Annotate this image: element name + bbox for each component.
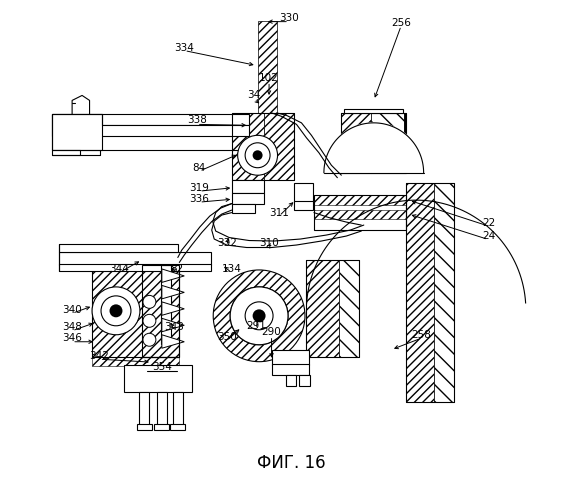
Text: 343: 343 <box>164 322 184 332</box>
Text: 354: 354 <box>152 362 172 372</box>
Bar <box>339 260 359 357</box>
Text: 258: 258 <box>411 330 431 340</box>
Bar <box>52 114 249 126</box>
Bar <box>342 113 406 172</box>
Text: 34: 34 <box>247 90 261 101</box>
Bar <box>52 114 102 150</box>
Bar <box>231 192 264 203</box>
Text: 342: 342 <box>90 350 110 360</box>
Bar <box>434 182 454 402</box>
Text: 24: 24 <box>482 231 495 241</box>
Bar <box>344 109 403 113</box>
Bar <box>92 256 180 265</box>
Bar <box>92 265 180 357</box>
Circle shape <box>252 310 266 322</box>
Bar <box>272 364 309 374</box>
Circle shape <box>238 136 278 175</box>
Bar <box>406 182 434 402</box>
Text: 291: 291 <box>247 321 266 331</box>
Bar <box>59 264 210 271</box>
Bar <box>59 244 178 252</box>
Text: 348: 348 <box>62 322 82 332</box>
Bar <box>406 182 454 402</box>
Bar <box>137 424 152 430</box>
Text: 319: 319 <box>189 182 209 192</box>
Bar <box>371 113 403 172</box>
Circle shape <box>143 334 156 346</box>
Polygon shape <box>162 335 184 348</box>
Text: 290: 290 <box>262 328 282 338</box>
Circle shape <box>101 296 131 326</box>
Bar <box>231 180 264 192</box>
Text: 332: 332 <box>217 238 237 248</box>
Text: 82: 82 <box>170 264 184 274</box>
Text: 340: 340 <box>62 305 82 315</box>
Bar <box>59 252 210 265</box>
Text: 344: 344 <box>110 264 129 274</box>
Circle shape <box>143 314 156 328</box>
Bar <box>403 113 406 172</box>
Bar <box>231 113 294 180</box>
Bar <box>231 113 264 180</box>
Bar <box>142 265 180 357</box>
Bar <box>342 113 371 172</box>
Text: 346: 346 <box>62 334 82 344</box>
Text: 334: 334 <box>174 43 194 53</box>
Polygon shape <box>162 302 184 316</box>
Bar <box>173 392 183 426</box>
Text: 350: 350 <box>217 332 237 342</box>
Text: 22: 22 <box>482 218 495 228</box>
Circle shape <box>92 287 140 335</box>
Circle shape <box>245 302 273 330</box>
Bar <box>258 20 276 113</box>
Wedge shape <box>213 270 305 362</box>
Bar <box>286 374 297 386</box>
Bar <box>307 260 339 357</box>
Text: 310: 310 <box>259 238 279 248</box>
Bar <box>139 392 149 426</box>
Bar <box>170 424 185 430</box>
Bar <box>314 195 406 230</box>
Text: 311: 311 <box>269 208 289 218</box>
Bar <box>92 265 180 357</box>
Bar <box>52 126 249 136</box>
Bar <box>154 424 169 430</box>
Bar <box>299 374 310 386</box>
Circle shape <box>143 296 156 308</box>
Bar <box>92 356 180 366</box>
Bar <box>307 260 359 357</box>
Text: 338: 338 <box>187 116 207 126</box>
Circle shape <box>245 143 270 168</box>
Bar <box>294 201 313 210</box>
Bar <box>264 113 294 180</box>
Bar <box>52 150 80 156</box>
Bar <box>92 256 180 265</box>
Text: 102: 102 <box>259 73 279 83</box>
Bar <box>124 364 192 392</box>
Bar <box>314 195 406 205</box>
Text: 330: 330 <box>279 13 299 23</box>
Bar <box>272 350 309 364</box>
Text: 256: 256 <box>391 18 411 28</box>
Bar <box>294 182 313 203</box>
Circle shape <box>252 150 262 160</box>
Bar <box>157 392 167 426</box>
Polygon shape <box>324 123 424 172</box>
Bar <box>314 210 406 219</box>
Bar <box>161 265 171 344</box>
Text: 336: 336 <box>189 194 209 203</box>
Circle shape <box>110 304 122 318</box>
Text: 134: 134 <box>222 264 241 274</box>
Text: ФИГ. 16: ФИГ. 16 <box>257 454 326 472</box>
Bar <box>231 204 255 212</box>
Circle shape <box>230 287 288 344</box>
Polygon shape <box>162 269 184 282</box>
Text: 84: 84 <box>192 162 206 172</box>
Polygon shape <box>162 286 184 299</box>
Polygon shape <box>162 318 184 332</box>
